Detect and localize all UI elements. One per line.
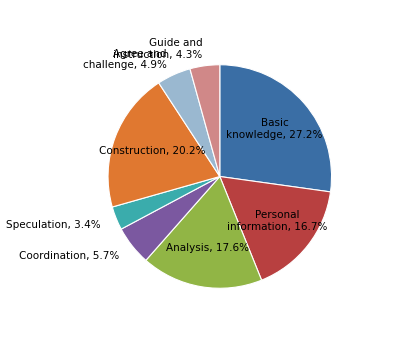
Text: Speculation, 3.4%: Speculation, 3.4% [6, 220, 100, 229]
Wedge shape [159, 69, 220, 176]
Text: Coordination, 5.7%: Coordination, 5.7% [19, 251, 119, 261]
Text: Construction, 20.2%: Construction, 20.2% [98, 146, 205, 156]
Wedge shape [220, 176, 330, 280]
Text: Analysis, 17.6%: Analysis, 17.6% [166, 243, 249, 253]
Text: Guide and
instruction, 4.3%: Guide and instruction, 4.3% [113, 38, 202, 60]
Text: Personal
information, 16.7%: Personal information, 16.7% [227, 210, 327, 232]
Text: Agree and
challenge, 4.9%: Agree and challenge, 4.9% [83, 49, 167, 70]
Text: Basic
knowledge, 27.2%: Basic knowledge, 27.2% [226, 118, 323, 139]
Wedge shape [190, 65, 220, 176]
Wedge shape [121, 176, 220, 260]
Wedge shape [146, 176, 262, 288]
Wedge shape [220, 65, 332, 192]
Wedge shape [112, 176, 220, 229]
Wedge shape [108, 83, 220, 207]
